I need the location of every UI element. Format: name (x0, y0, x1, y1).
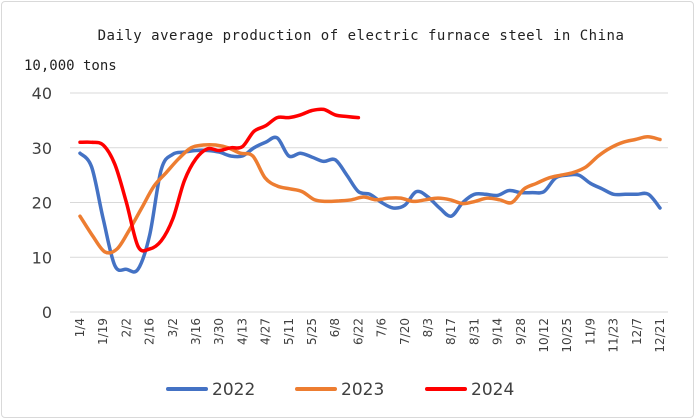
legend: 2022 2023 2024 (166, 380, 514, 400)
x-tick-label: 8/17 (444, 318, 458, 345)
series-line-2024 (78, 107, 361, 253)
x-tick-label: 2/16 (143, 318, 157, 345)
x-tick-label: 11/23 (607, 318, 621, 353)
chart-title: Daily average production of electric fur… (98, 28, 625, 44)
x-tick-label: 10/12 (537, 318, 551, 353)
x-tick-label: 10/25 (560, 318, 574, 353)
x-tick-label: 9/14 (491, 318, 505, 345)
x-tick-label: 8/31 (467, 318, 481, 345)
x-tick-label: 8/3 (421, 318, 435, 337)
y-tick-label: 10 (32, 248, 52, 267)
x-tick-label: 3/2 (166, 318, 180, 337)
legend-label-2022: 2022 (212, 380, 255, 400)
x-tick-label: 6/8 (328, 318, 342, 337)
legend-label-2023: 2023 (341, 380, 384, 400)
x-tick-label: 5/25 (305, 318, 319, 345)
x-tick-label: 11/9 (583, 318, 597, 345)
y-tick-label: 20 (32, 194, 52, 213)
gridlines (70, 92, 668, 313)
y-tick-label: 0 (42, 303, 52, 322)
legend-item-2022: 2022 (166, 380, 255, 400)
x-axis-ticks: 1/4 1/19 2/2 2/16 3/2 3/16 3/30 4/13 4/27 5/11 5/2… (73, 318, 667, 353)
y-axis-ticks: 0 10 20 30 40 (32, 84, 52, 322)
x-tick-label: 3/30 (212, 318, 226, 345)
x-tick-label: 1/19 (96, 318, 110, 345)
x-tick-label: 6/22 (351, 318, 365, 345)
x-tick-label: 12/21 (653, 318, 667, 353)
x-tick-label: 9/28 (514, 318, 528, 345)
series-line-2023 (78, 135, 662, 255)
y-axis-unit-label: 10,000 tons (24, 58, 117, 74)
series-lines (78, 107, 662, 274)
y-tick-label: 40 (32, 84, 52, 103)
x-tick-label: 1/4 (73, 318, 87, 337)
x-tick-label: 4/13 (235, 318, 249, 345)
x-tick-label: 4/27 (259, 318, 273, 345)
x-tick-label: 7/6 (375, 318, 389, 337)
x-tick-label: 5/11 (282, 318, 296, 345)
x-tick-label: 2/2 (119, 318, 133, 337)
x-tick-label: 12/7 (630, 318, 644, 345)
x-tick-label: 7/20 (398, 318, 412, 345)
x-tick-label: 3/16 (189, 318, 203, 345)
legend-item-2024: 2024 (425, 380, 514, 400)
series-line-2022 (78, 135, 662, 274)
legend-label-2024: 2024 (471, 380, 514, 400)
legend-item-2023: 2023 (295, 380, 384, 400)
y-tick-label: 30 (32, 139, 52, 158)
